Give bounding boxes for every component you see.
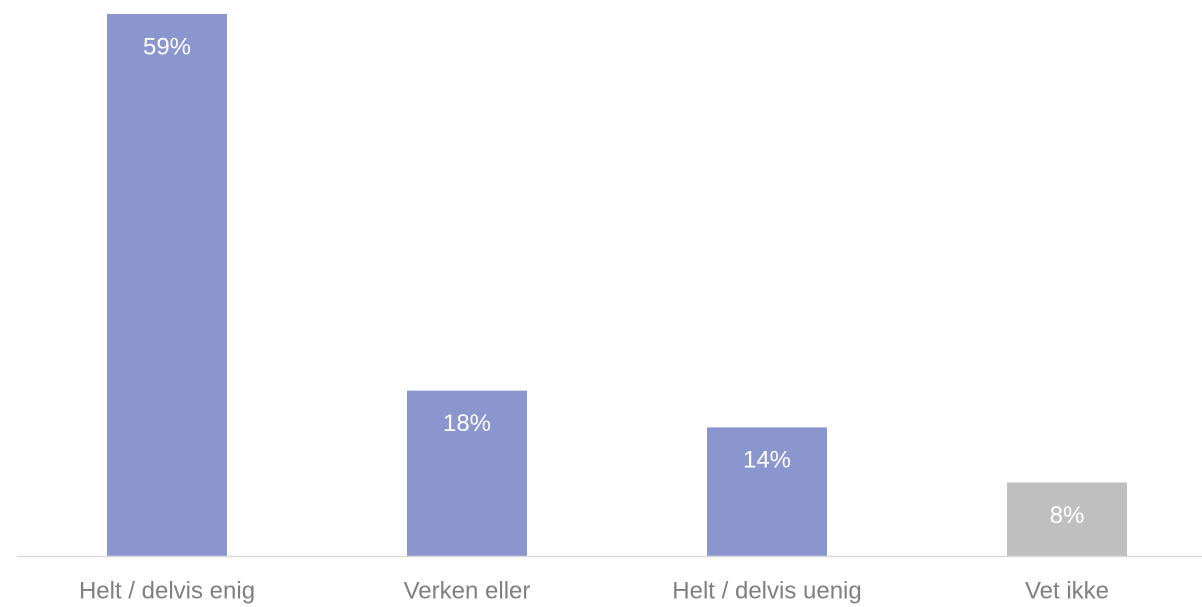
data-label: 8% (1050, 502, 1085, 529)
x-tick-label: Verken eller (404, 577, 531, 604)
data-label: 14% (743, 447, 791, 474)
bar (407, 390, 527, 556)
x-tick-label: Helt / delvis uenig (672, 577, 861, 604)
bar (107, 14, 227, 556)
x-tick-label: Vet ikke (1025, 577, 1109, 604)
bar (707, 427, 827, 556)
data-label: 18% (443, 410, 491, 437)
data-label: 59% (143, 33, 191, 60)
x-tick-label: Helt / delvis enig (79, 577, 255, 604)
bar (1007, 482, 1127, 556)
